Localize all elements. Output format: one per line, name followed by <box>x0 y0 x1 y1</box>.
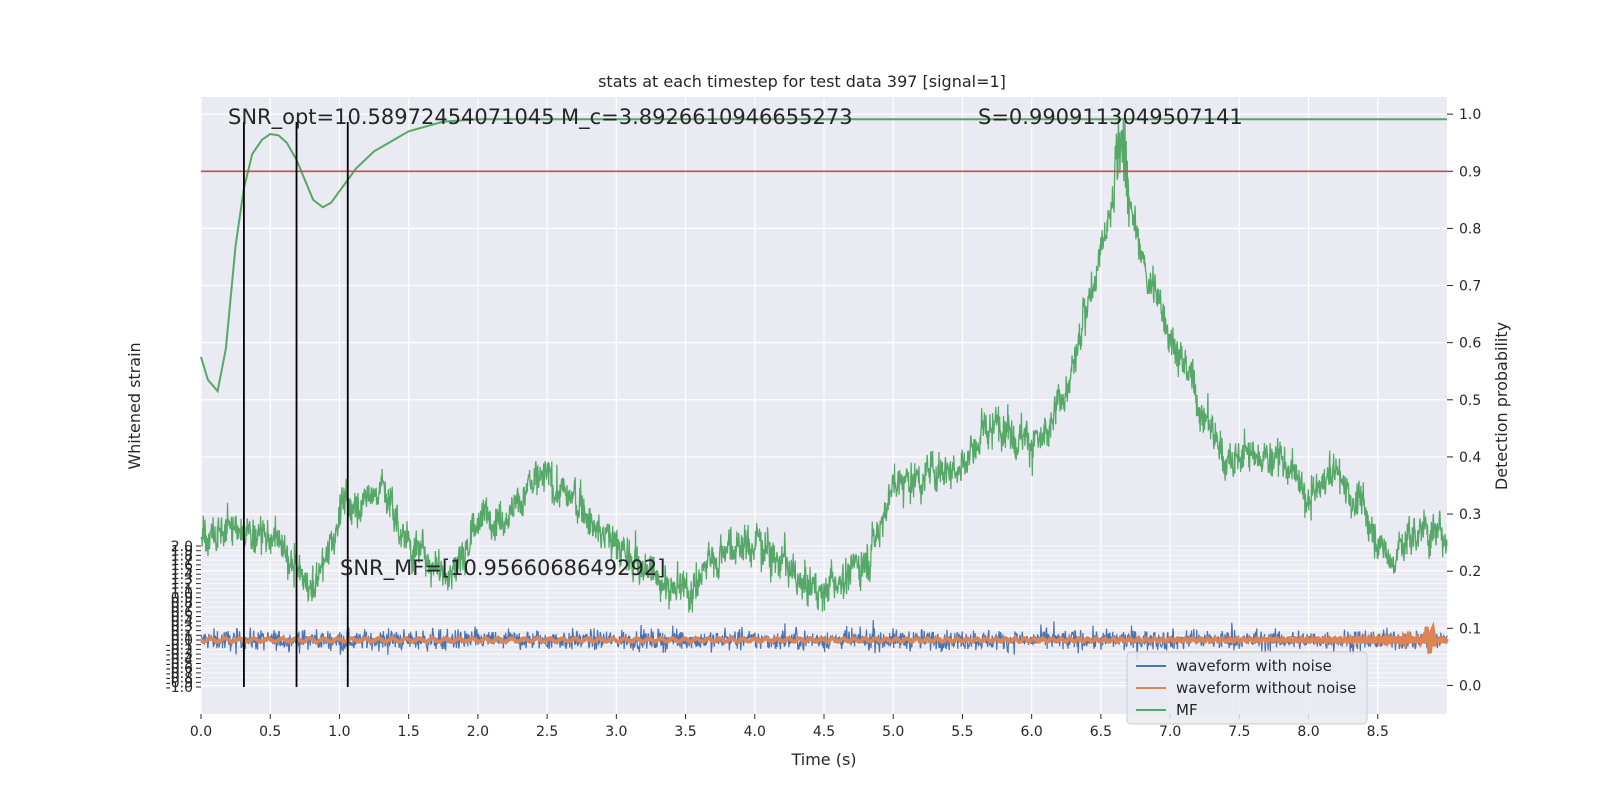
left-axis-label: Whitened strain <box>125 342 144 469</box>
left-tick-label: 0.4 <box>171 614 193 630</box>
right-tick-label: 0.8 <box>1459 221 1481 237</box>
left-tick-label: 1.3 <box>171 572 193 588</box>
annotation-snr-mf: SNR_MF=[10.9566068649292] <box>340 556 665 581</box>
left-tick-label: 0.1 <box>171 628 193 644</box>
annotation-snr-opt: SNR_opt=10.58972454071045 <box>228 105 555 130</box>
x-tick-label: 4.5 <box>813 724 835 740</box>
left-tick-label: -0.1 <box>166 638 193 654</box>
right-tick-label: 0.7 <box>1459 279 1481 295</box>
x-axis-label: Time (s) <box>790 750 856 769</box>
legend-label-clean: waveform without noise <box>1176 679 1356 697</box>
x-tick-label: 0.0 <box>190 724 212 740</box>
right-tick-label: 0.6 <box>1459 336 1481 352</box>
x-tick-label: 1.0 <box>328 724 350 740</box>
x-tick-label: 6.0 <box>1021 724 1043 740</box>
left-tick-label: 2.0 <box>171 539 193 555</box>
right-tick-label: 0.0 <box>1459 678 1481 694</box>
annotation-s: S=0.9909113049507141 <box>978 105 1243 129</box>
left-tick-label: -0.8 <box>166 671 193 687</box>
waveform-without-noise-path <box>200 621 1449 655</box>
left-tick-label: 0.5 <box>171 610 193 626</box>
x-tick-label: 5.5 <box>951 724 973 740</box>
left-tick-label: 1.2 <box>171 577 193 593</box>
x-tick-label: 2.5 <box>536 724 558 740</box>
left-axis-ticks: -1.0-0.9-0.8-0.7-0.6-0.5-0.4-0.3-0.2-0.1… <box>166 539 201 696</box>
x-tick-label: 0.5 <box>259 724 281 740</box>
mf-path <box>200 112 1448 613</box>
right-tick-label: 0.9 <box>1459 164 1481 180</box>
detection-probability-path <box>200 118 1447 394</box>
legend-box <box>1126 651 1368 725</box>
right-tick-label: 0.3 <box>1459 507 1481 523</box>
right-tick-label: 0.5 <box>1459 393 1481 409</box>
x-tick-label: 1.5 <box>398 724 420 740</box>
left-tick-label: -0.3 <box>166 647 193 663</box>
left-tick-label: 1.6 <box>171 558 193 574</box>
annotation-mc: M_c=3.8926610946655273 <box>561 105 853 130</box>
left-tick-label: 1.5 <box>171 563 193 579</box>
vertical-markers <box>243 122 349 687</box>
left-tick-label: -1.0 <box>166 680 193 696</box>
x-axis-ticks: 0.0 0.5 1.0 1.5 2.0 2.5 3.0 3.5 4.0 4.5 5.0 5.5 6.0 6… <box>190 714 1389 740</box>
x-tick-label: 3.0 <box>605 724 627 740</box>
left-tick-label: 0.6 <box>171 605 193 621</box>
right-axis-ticks: 0.0 0.1 0.2 0.3 0.4 0.5 0.6 0.7 0.8 0.9 1.0 <box>1447 107 1481 694</box>
right-tick-label: 0.1 <box>1459 621 1481 637</box>
right-tick-label: 1.0 <box>1459 107 1481 123</box>
left-tick-label: 0.9 <box>171 591 193 607</box>
left-tick-label: 0.3 <box>171 619 193 635</box>
left-tick-label: 1.0 <box>171 586 193 602</box>
legend-label-noise: waveform with noise <box>1176 657 1332 675</box>
left-tick-label: 0.8 <box>171 595 193 611</box>
left-tick-label: 1.8 <box>171 548 193 564</box>
left-tick-label: -0.5 <box>166 657 193 673</box>
waveform-without-noise-line <box>200 621 1449 655</box>
x-tick-label: 7.5 <box>1228 724 1250 740</box>
left-tick-label: -0.9 <box>166 675 193 691</box>
chart-title: stats at each timestep for test data 397… <box>598 72 1006 91</box>
right-axis-label: Detection probability <box>1492 322 1511 490</box>
right-tick-label: 0.4 <box>1459 450 1481 466</box>
x-tick-label: 3.5 <box>674 724 696 740</box>
x-tick-label: 2.0 <box>467 724 489 740</box>
left-tick-label: -0.4 <box>166 652 193 668</box>
x-tick-label: 6.5 <box>1090 724 1112 740</box>
left-tick-label: 1.9 <box>171 544 193 560</box>
x-tick-label: 8.5 <box>1367 724 1389 740</box>
left-tick-label: -0.2 <box>166 642 193 658</box>
mf-line <box>200 112 1448 613</box>
legend: waveform with noise waveform without noi… <box>1126 651 1368 725</box>
x-tick-label: 4.0 <box>744 724 766 740</box>
left-tick-label: -0.7 <box>166 666 193 682</box>
left-tick-label: 1.4 <box>171 567 193 583</box>
left-tick-label: 1.7 <box>171 553 193 569</box>
left-tick-label: 0.0 <box>171 633 193 649</box>
left-tick-label: 0.7 <box>171 600 193 616</box>
x-tick-label: 5.0 <box>882 724 904 740</box>
left-tick-label: 1.1 <box>171 581 193 597</box>
detection-probability-line <box>200 118 1447 394</box>
left-tick-label: 0.2 <box>171 624 193 640</box>
left-tick-label: -0.6 <box>166 661 193 677</box>
right-tick-label: 0.2 <box>1459 564 1481 580</box>
x-tick-label: 8.0 <box>1297 724 1319 740</box>
legend-label-mf: MF <box>1176 701 1198 719</box>
x-tick-label: 7.0 <box>1159 724 1181 740</box>
